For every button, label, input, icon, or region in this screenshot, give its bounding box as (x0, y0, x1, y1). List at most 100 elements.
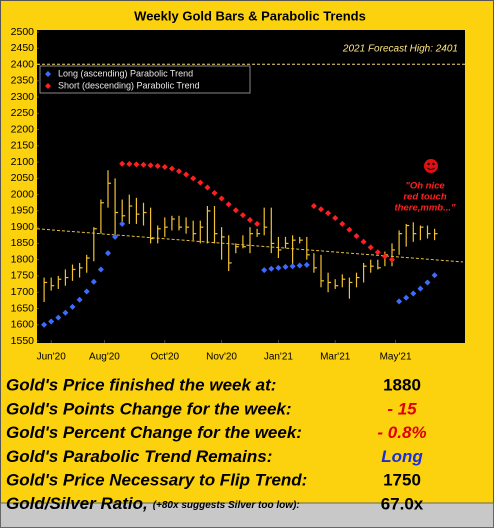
trend-dot (69, 303, 76, 310)
legend-label: Short (descending) Parabolic Trend (58, 80, 200, 90)
trend-dot (62, 309, 69, 316)
trend-dot (225, 201, 232, 208)
trend-dot (268, 265, 275, 272)
legend-marker (45, 83, 51, 89)
trend-dot (218, 195, 225, 202)
y-tick-label: 2350 (11, 75, 35, 87)
trend-dot (41, 321, 48, 328)
row-label: Gold's Percent Change for the week: (6, 423, 302, 442)
smiley-eye (432, 162, 435, 166)
row-value: - 15 (387, 399, 417, 418)
trend-dot (247, 217, 253, 224)
trend-dot (261, 267, 268, 274)
row-label: Gold's Points Change for the week: (6, 399, 292, 418)
y-tick-label: 2100 (11, 156, 35, 168)
trend-dot (381, 253, 388, 260)
legend-marker (45, 71, 51, 77)
trend-dot (97, 266, 104, 273)
trend-dot (119, 160, 126, 167)
row-label-text: Gold/Silver Ratio, (6, 494, 148, 513)
trend-dot (360, 238, 367, 245)
trend-dot (55, 314, 62, 321)
trend-dot (374, 249, 381, 256)
trend-dot (254, 220, 261, 227)
row-note: (+80x suggests Silver too low): (153, 500, 300, 511)
trend-dot (282, 263, 289, 270)
trend-dot (176, 168, 182, 175)
trend-dot (296, 262, 303, 269)
smiley-icon (424, 159, 438, 173)
trend-dot (417, 285, 424, 292)
y-tick-label: 1600 (11, 319, 35, 331)
row-label: Gold/Silver Ratio, (+80x suggests Silver … (6, 494, 300, 513)
comment-annotation: "Oh nice (405, 181, 445, 192)
trend-dot (126, 161, 133, 168)
ratio-row-background (0, 502, 494, 528)
trend-dot (112, 233, 119, 240)
row-value: 1750 (383, 471, 421, 490)
trend-dot (197, 179, 204, 186)
trend-dot (190, 175, 197, 182)
comment-annotation: there,mmb..." (395, 203, 456, 214)
y-tick-label: 1850 (11, 237, 35, 249)
x-tick-label: Jun'20 (37, 352, 67, 363)
comment-annotation: red touch (403, 192, 446, 203)
x-tick-label: Mar'21 (320, 352, 351, 363)
y-tick-label: 2150 (11, 140, 35, 152)
trend-dot (119, 220, 126, 227)
row-value: 67.0x (381, 494, 424, 513)
trend-dot (367, 244, 374, 251)
trend-dot (161, 163, 168, 170)
trend-dot (310, 203, 317, 210)
trend-dot (83, 288, 90, 295)
trend-dot (183, 171, 190, 178)
trend-dot (105, 250, 111, 257)
y-tick-label: 2400 (11, 58, 35, 70)
y-tick-label: 2000 (11, 188, 35, 200)
trend-dot (346, 226, 353, 233)
legend (39, 65, 251, 94)
legend-label: Long (ascending) Parabolic Trend (58, 68, 193, 78)
trend-dot (431, 272, 438, 279)
trend-dot (318, 206, 324, 213)
y-tick-label: 1550 (11, 335, 35, 347)
row-label: Gold's Price Necessary to Flip Trend: (6, 471, 307, 490)
smiley-eye (427, 162, 430, 166)
row-value: Long (381, 447, 423, 466)
x-tick-label: May'21 (380, 352, 412, 363)
trend-dot (133, 161, 140, 168)
trend-dot (332, 215, 339, 222)
trend-dot (76, 296, 83, 303)
trend-dot (396, 298, 403, 305)
row-label: Gold's Price finished the week at: (6, 375, 276, 394)
y-tick-label: 1650 (11, 302, 35, 314)
trend-dot (147, 162, 154, 169)
y-tick-label: 2250 (11, 107, 35, 119)
y-tick-label: 1900 (11, 221, 35, 233)
trend-dot (325, 210, 332, 217)
trend-dot (154, 163, 161, 170)
trend-dot (168, 165, 175, 172)
trend-dot (424, 279, 431, 286)
trend-dot (275, 264, 282, 271)
y-tick-label: 2300 (11, 91, 35, 103)
row-label: Gold's Parabolic Trend Remains: (6, 447, 272, 466)
y-tick-label: 2050 (11, 172, 35, 184)
trend-dot (403, 294, 410, 301)
row-value: - 0.8% (377, 423, 426, 442)
row-value: 1880 (383, 375, 421, 394)
y-tick-label: 1750 (11, 270, 35, 282)
trend-dot (48, 318, 55, 325)
forecast-annotation: 2021 Forecast High: 2401 (342, 44, 458, 55)
y-tick-label: 1800 (11, 253, 35, 265)
x-tick-label: Oct'20 (151, 352, 180, 363)
smiley-mouth (427, 167, 435, 170)
trend-dot (339, 220, 346, 227)
trend-dot (239, 212, 246, 219)
trend-dot (90, 278, 97, 285)
trend-dot (289, 263, 296, 270)
trend-dot (303, 261, 310, 268)
trend-dot (140, 161, 147, 168)
x-tick-label: Aug'20 (89, 352, 120, 363)
